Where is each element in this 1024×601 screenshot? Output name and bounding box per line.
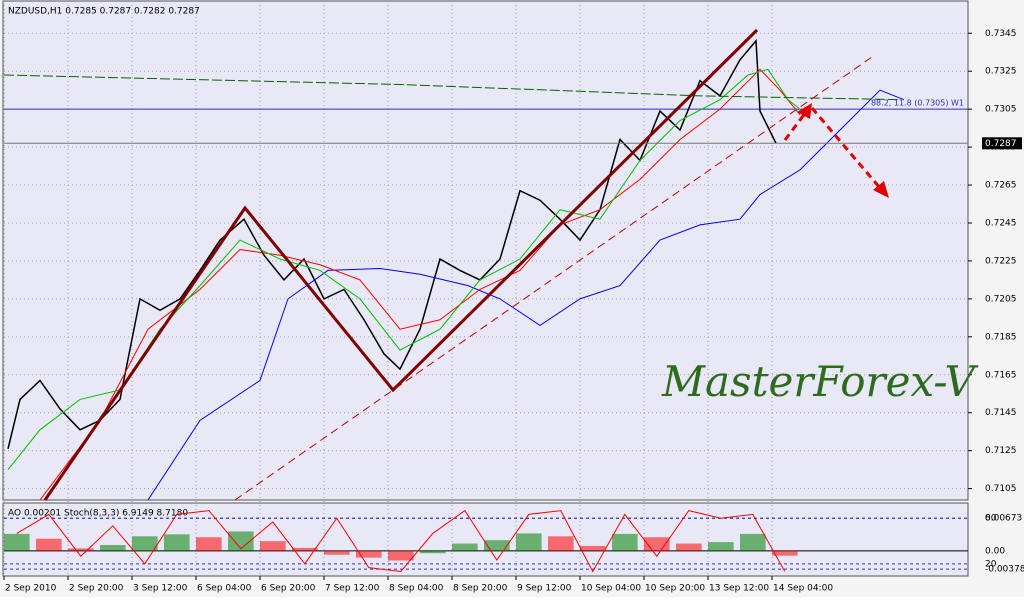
- x-tick-label: 2 Sep 20:00: [69, 584, 124, 594]
- y-tick-label: 0.7125: [985, 446, 1017, 456]
- y-tick-label: 0.7325: [985, 67, 1017, 77]
- main-plot: [2, 0, 969, 501]
- stoch-line: [16, 509, 786, 573]
- x-tick-label: 9 Sep 12:00: [517, 584, 572, 594]
- x-tick-label: 8 Sep 04:00: [389, 584, 444, 594]
- ao-bar: [548, 536, 574, 551]
- price-line: [3, 74, 901, 101]
- watermark: MasterForex-V: [661, 357, 979, 406]
- arrow-head: [873, 181, 889, 198]
- x-tick-label: 7 Sep 12:00: [325, 584, 380, 594]
- x-tick-label: 2 Sep 2010: [5, 584, 57, 594]
- x-tick-label: 13 Sep 12:00: [709, 584, 769, 594]
- ao-bar: [356, 550, 382, 558]
- ao-bar: [676, 543, 702, 551]
- y-tick-label: 0.7105: [985, 484, 1017, 494]
- y-tick-label: 0.7225: [985, 256, 1017, 266]
- ao-bar: [452, 543, 478, 551]
- ao-bar: [292, 547, 318, 551]
- y-tick-label: 0.7265: [985, 181, 1017, 191]
- ao-bar: [196, 537, 222, 551]
- chart-title: NZDUSD,H1 0.7285 0.7287 0.7282 0.7287: [8, 7, 200, 17]
- last-price-box: [982, 137, 1022, 150]
- y-tick-label: 0.7345: [985, 29, 1017, 39]
- plot-layer: 0.7105 0.7125 0.7145 0.7165 0.7185 0.7205 0.72…: [3, 1, 1024, 594]
- ao-bar: [260, 541, 286, 551]
- y-tick-label: 0.00: [985, 546, 1005, 556]
- arrow-head: [797, 103, 812, 119]
- x-tick-label: 10 Sep 04:00: [581, 584, 641, 594]
- x-tick-label: 6 Sep 04:00: [197, 584, 252, 594]
- ao-bar: [324, 550, 350, 555]
- x-tick-label: 8 Sep 20:00: [453, 584, 508, 594]
- level-label: 88.2, 11.8 (0.7305) W1: [871, 99, 964, 108]
- trend-drawings: [43, 28, 889, 501]
- ao-bar: [388, 550, 414, 561]
- ao-bar: [612, 533, 638, 551]
- ao-bar: [68, 548, 94, 551]
- y-tick-label: -0.00378: [985, 565, 1024, 575]
- ao-bar: [164, 534, 190, 551]
- ao-bar: [132, 536, 158, 551]
- x-tick-label: 3 Sep 12:00: [133, 584, 188, 594]
- ao-bar: [228, 531, 254, 551]
- ao-bar: [420, 550, 446, 554]
- y-tick-label: 0.7205: [985, 294, 1017, 304]
- y-tick-label: 0.7145: [985, 408, 1017, 418]
- ao-bar: [4, 533, 30, 551]
- ao-bar: [516, 533, 542, 551]
- last-price-label: 0.7287: [985, 139, 1017, 149]
- x-tick-label: 6 Sep 20:00: [261, 584, 316, 594]
- ao-bar: [740, 533, 766, 551]
- price-line: [147, 89, 905, 501]
- y-tick-label: 0.00673: [985, 514, 1022, 524]
- indicator-title: AO 0.00201 Stoch(8,3,3) 6.9149 8.7180: [8, 509, 188, 519]
- ao-bar: [580, 545, 606, 551]
- y-tick-label: 0.7165: [985, 370, 1017, 380]
- ao-bar: [100, 545, 126, 551]
- forecast-arrow: [783, 111, 808, 141]
- y-tick-label: 0.7245: [985, 218, 1017, 228]
- y-tick-label: 0.7185: [985, 332, 1017, 342]
- y2-tick-label: 20: [985, 559, 997, 569]
- y2-tick-label: 80: [985, 514, 997, 524]
- ao-bar: [708, 542, 734, 551]
- x-tick-label: 14 Sep 04:00: [773, 584, 833, 594]
- x-tick-label: 10 Sep 20:00: [645, 584, 705, 594]
- y-tick-label: 0.7305: [985, 105, 1017, 115]
- trend-line: [43, 28, 759, 501]
- forecast-arrow: [810, 107, 882, 189]
- ao-bar: [36, 538, 62, 551]
- ao-bar: [772, 550, 798, 556]
- ao-bar: [484, 540, 510, 551]
